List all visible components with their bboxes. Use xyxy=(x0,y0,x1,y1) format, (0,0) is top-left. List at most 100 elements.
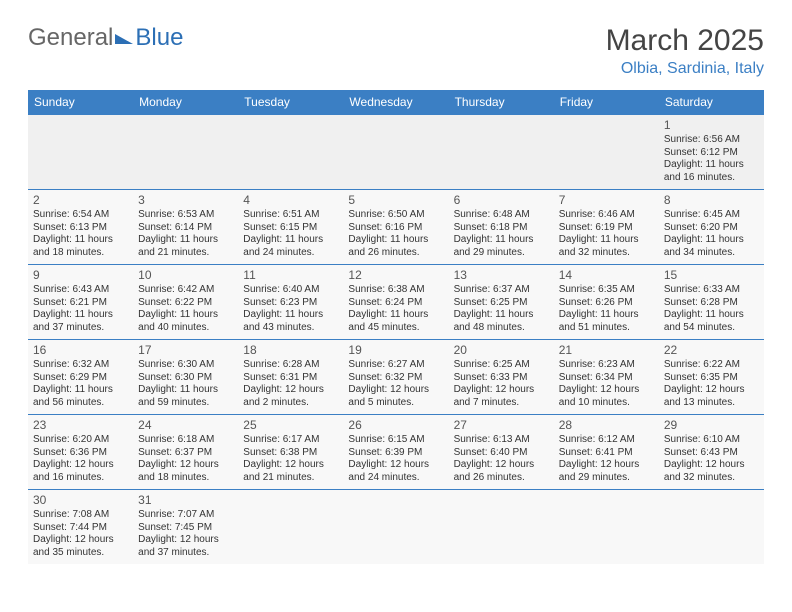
day-number: 10 xyxy=(138,268,233,283)
sunrise-label: Sunrise: 6:51 AM xyxy=(243,209,338,222)
calendar-cell: 18Sunrise: 6:28 AMSunset: 6:31 PMDayligh… xyxy=(238,340,343,415)
day-number: 14 xyxy=(559,268,654,283)
sunrise-label: Sunrise: 6:17 AM xyxy=(243,434,338,447)
sunrise-label: Sunrise: 6:25 AM xyxy=(454,359,549,372)
day-number: 27 xyxy=(454,418,549,433)
calendar-cell-empty xyxy=(554,115,659,190)
sunrise-label: Sunrise: 6:40 AM xyxy=(243,284,338,297)
daylight-label: Daylight: 11 hours and 21 minutes. xyxy=(138,234,233,259)
calendar-row: 30Sunrise: 7:08 AMSunset: 7:44 PMDayligh… xyxy=(28,490,764,565)
sunset-label: Sunset: 6:32 PM xyxy=(348,372,443,385)
weekday-header: Thursday xyxy=(449,90,554,115)
daylight-label: Daylight: 11 hours and 37 minutes. xyxy=(33,309,128,334)
daylight-label: Daylight: 12 hours and 16 minutes. xyxy=(33,459,128,484)
day-number: 28 xyxy=(559,418,654,433)
weekday-header: Wednesday xyxy=(343,90,448,115)
sunset-label: Sunset: 6:38 PM xyxy=(243,447,338,460)
daylight-label: Daylight: 11 hours and 18 minutes. xyxy=(33,234,128,259)
sunrise-label: Sunrise: 6:53 AM xyxy=(138,209,233,222)
day-number: 30 xyxy=(33,493,128,508)
sunset-label: Sunset: 6:39 PM xyxy=(348,447,443,460)
day-number: 20 xyxy=(454,343,549,358)
sunrise-label: Sunrise: 6:38 AM xyxy=(348,284,443,297)
flag-icon xyxy=(115,34,133,44)
sunset-label: Sunset: 6:26 PM xyxy=(559,297,654,310)
calendar-cell: 24Sunrise: 6:18 AMSunset: 6:37 PMDayligh… xyxy=(133,415,238,490)
sunset-label: Sunset: 6:16 PM xyxy=(348,222,443,235)
sunrise-label: Sunrise: 6:56 AM xyxy=(664,134,759,147)
daylight-label: Daylight: 11 hours and 40 minutes. xyxy=(138,309,233,334)
calendar-cell-empty xyxy=(133,115,238,190)
sunrise-label: Sunrise: 6:28 AM xyxy=(243,359,338,372)
day-number: 2 xyxy=(33,193,128,208)
daylight-label: Daylight: 11 hours and 16 minutes. xyxy=(664,159,759,184)
sunset-label: Sunset: 6:18 PM xyxy=(454,222,549,235)
day-number: 26 xyxy=(348,418,443,433)
location-label: Olbia, Sardinia, Italy xyxy=(606,60,764,78)
sunset-label: Sunset: 6:28 PM xyxy=(664,297,759,310)
daylight-label: Daylight: 12 hours and 21 minutes. xyxy=(243,459,338,484)
sunset-label: Sunset: 6:29 PM xyxy=(33,372,128,385)
weekday-header: Saturday xyxy=(659,90,764,115)
calendar-row: 23Sunrise: 6:20 AMSunset: 6:36 PMDayligh… xyxy=(28,415,764,490)
header-right: March 2025 Olbia, Sardinia, Italy xyxy=(606,24,764,78)
weekday-header: Monday xyxy=(133,90,238,115)
logo: General Blue xyxy=(28,24,183,52)
daylight-label: Daylight: 12 hours and 2 minutes. xyxy=(243,384,338,409)
sunrise-label: Sunrise: 6:12 AM xyxy=(559,434,654,447)
calendar-cell: 4Sunrise: 6:51 AMSunset: 6:15 PMDaylight… xyxy=(238,190,343,265)
sunset-label: Sunset: 6:40 PM xyxy=(454,447,549,460)
sunrise-label: Sunrise: 6:50 AM xyxy=(348,209,443,222)
daylight-label: Daylight: 11 hours and 24 minutes. xyxy=(243,234,338,259)
sunrise-label: Sunrise: 6:45 AM xyxy=(664,209,759,222)
sunset-label: Sunset: 6:41 PM xyxy=(559,447,654,460)
sunset-label: Sunset: 6:19 PM xyxy=(559,222,654,235)
calendar-cell-empty xyxy=(238,490,343,565)
day-number: 17 xyxy=(138,343,233,358)
logo-text-2: Blue xyxy=(135,24,183,52)
sunset-label: Sunset: 6:30 PM xyxy=(138,372,233,385)
daylight-label: Daylight: 12 hours and 29 minutes. xyxy=(559,459,654,484)
sunrise-label: Sunrise: 6:54 AM xyxy=(33,209,128,222)
sunrise-label: Sunrise: 6:35 AM xyxy=(559,284,654,297)
calendar-cell-empty xyxy=(28,115,133,190)
calendar-row: 2Sunrise: 6:54 AMSunset: 6:13 PMDaylight… xyxy=(28,190,764,265)
calendar-cell-empty xyxy=(449,490,554,565)
sunset-label: Sunset: 6:36 PM xyxy=(33,447,128,460)
calendar-row: 1Sunrise: 6:56 AMSunset: 6:12 PMDaylight… xyxy=(28,115,764,190)
sunrise-label: Sunrise: 6:13 AM xyxy=(454,434,549,447)
sunrise-label: Sunrise: 6:32 AM xyxy=(33,359,128,372)
sunrise-label: Sunrise: 6:42 AM xyxy=(138,284,233,297)
daylight-label: Daylight: 12 hours and 13 minutes. xyxy=(664,384,759,409)
daylight-label: Daylight: 12 hours and 7 minutes. xyxy=(454,384,549,409)
sunset-label: Sunset: 7:44 PM xyxy=(33,522,128,535)
daylight-label: Daylight: 12 hours and 18 minutes. xyxy=(138,459,233,484)
sunset-label: Sunset: 6:25 PM xyxy=(454,297,549,310)
day-number: 4 xyxy=(243,193,338,208)
sunrise-label: Sunrise: 6:22 AM xyxy=(664,359,759,372)
calendar-cell-empty xyxy=(554,490,659,565)
daylight-label: Daylight: 11 hours and 45 minutes. xyxy=(348,309,443,334)
day-number: 23 xyxy=(33,418,128,433)
day-number: 13 xyxy=(454,268,549,283)
sunset-label: Sunset: 7:45 PM xyxy=(138,522,233,535)
calendar-cell: 8Sunrise: 6:45 AMSunset: 6:20 PMDaylight… xyxy=(659,190,764,265)
weekday-header: Sunday xyxy=(28,90,133,115)
sunrise-label: Sunrise: 6:15 AM xyxy=(348,434,443,447)
daylight-label: Daylight: 11 hours and 59 minutes. xyxy=(138,384,233,409)
calendar-cell: 21Sunrise: 6:23 AMSunset: 6:34 PMDayligh… xyxy=(554,340,659,415)
day-number: 24 xyxy=(138,418,233,433)
calendar-body: 1Sunrise: 6:56 AMSunset: 6:12 PMDaylight… xyxy=(28,115,764,565)
daylight-label: Daylight: 11 hours and 43 minutes. xyxy=(243,309,338,334)
calendar-cell: 2Sunrise: 6:54 AMSunset: 6:13 PMDaylight… xyxy=(28,190,133,265)
calendar-cell-empty xyxy=(449,115,554,190)
calendar-cell: 25Sunrise: 6:17 AMSunset: 6:38 PMDayligh… xyxy=(238,415,343,490)
sunset-label: Sunset: 6:33 PM xyxy=(454,372,549,385)
calendar-cell: 9Sunrise: 6:43 AMSunset: 6:21 PMDaylight… xyxy=(28,265,133,340)
calendar-cell: 7Sunrise: 6:46 AMSunset: 6:19 PMDaylight… xyxy=(554,190,659,265)
day-number: 1 xyxy=(664,118,759,133)
daylight-label: Daylight: 11 hours and 34 minutes. xyxy=(664,234,759,259)
calendar-cell: 15Sunrise: 6:33 AMSunset: 6:28 PMDayligh… xyxy=(659,265,764,340)
daylight-label: Daylight: 11 hours and 29 minutes. xyxy=(454,234,549,259)
month-title: March 2025 xyxy=(606,24,764,58)
